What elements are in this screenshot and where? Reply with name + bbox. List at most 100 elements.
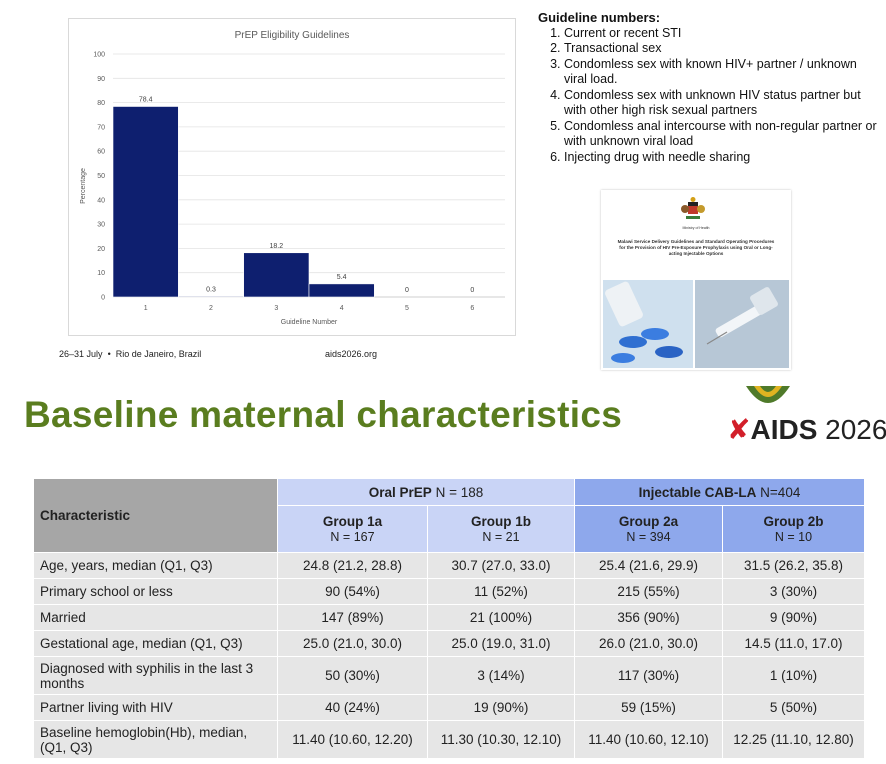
table-cell: 30.7 (27.0, 33.0) bbox=[427, 552, 575, 579]
table-cell: 25.0 (21.0, 30.0) bbox=[277, 630, 428, 657]
group-name: Group 1b bbox=[471, 513, 531, 529]
injectable-header: Injectable CAB-LA N=404 bbox=[574, 478, 865, 506]
event-website[interactable]: aids2026.org bbox=[325, 349, 378, 359]
oral-prep-name: Oral PrEP bbox=[368, 484, 432, 500]
table-cell: 12.25 (11.10, 12.80) bbox=[722, 720, 865, 759]
x-tick-label: 1 bbox=[144, 305, 148, 312]
y-tick-label: 40 bbox=[97, 197, 105, 204]
table-cell: 9 (90%) bbox=[722, 604, 865, 631]
baseline-characteristics-table: Characteristic Oral PrEP N = 188 Injecta… bbox=[33, 478, 865, 759]
table-cell: 40 (24%) bbox=[277, 694, 428, 721]
table-row: Age, years, median (Q1, Q3) 24.8 (21.2, … bbox=[33, 552, 865, 579]
guideline-item: Condomless anal intercourse with non-reg… bbox=[564, 119, 878, 150]
ribbon-icon: ✘ bbox=[727, 414, 751, 445]
group-header-2a: Group 2a N = 394 bbox=[574, 505, 723, 553]
group-count: N = 167 bbox=[330, 529, 375, 544]
group-name: Group 1a bbox=[322, 513, 383, 529]
group-count: N = 394 bbox=[626, 529, 671, 544]
table-cell: 24.8 (21.2, 28.8) bbox=[277, 552, 428, 579]
group-count: N = 10 bbox=[774, 529, 813, 544]
bullet: • bbox=[107, 349, 111, 359]
table-cell: 19 (90%) bbox=[427, 694, 575, 721]
x-tick-label: 4 bbox=[340, 305, 344, 312]
data-label: 0 bbox=[470, 287, 474, 294]
row-label: Married bbox=[33, 604, 278, 631]
bar bbox=[308, 283, 375, 298]
logo-year: 2026 bbox=[825, 414, 886, 445]
oral-prep-n: N = 188 bbox=[435, 484, 484, 500]
table-cell: 11 (52%) bbox=[427, 578, 575, 605]
table-cell: 1 (10%) bbox=[722, 656, 865, 695]
guideline-item: Transactional sex bbox=[564, 41, 878, 57]
x-axis-label: Guideline Number bbox=[281, 319, 338, 326]
group-name: Group 2a bbox=[618, 513, 679, 529]
table-cell: 356 (90%) bbox=[574, 604, 723, 631]
table-cell: 11.30 (10.30, 12.10) bbox=[427, 720, 575, 759]
bar bbox=[178, 295, 244, 298]
table-row: Married 147 (89%) 21 (100%) 356 (90%) 9 … bbox=[33, 604, 865, 631]
table-cell: 50 (30%) bbox=[277, 656, 428, 695]
injectable-n: N=404 bbox=[760, 484, 801, 500]
y-tick-label: 90 bbox=[97, 76, 105, 83]
table-cell: 11.40 (10.60, 12.20) bbox=[277, 720, 428, 759]
event-dates: 26–31 July bbox=[59, 349, 103, 359]
chart-title: PrEP Eligibility Guidelines bbox=[235, 30, 350, 41]
group-header-1a: Group 1a N = 167 bbox=[277, 505, 428, 553]
guideline-title: Guideline numbers: bbox=[538, 10, 661, 25]
eligibility-chart: PrEP Eligibility Guidelines 0 10 20 30 40 50 6… bbox=[68, 18, 516, 336]
bar bbox=[112, 106, 179, 298]
group-header-1b: Group 1b N = 21 bbox=[427, 505, 575, 553]
data-label: 5.4 bbox=[337, 274, 347, 281]
table-cell: 21 (100%) bbox=[427, 604, 575, 631]
table-cell: 3 (14%) bbox=[427, 656, 575, 695]
cover-title: Malawi Service Delivery Guidelines and S… bbox=[617, 239, 775, 256]
table-cell: 5 (50%) bbox=[722, 694, 865, 721]
guideline-item: Injecting drug with needle sharing bbox=[564, 150, 878, 166]
table-cell: 215 (55%) bbox=[574, 578, 723, 605]
data-label: 18.2 bbox=[270, 243, 284, 250]
y-tick-label: 70 bbox=[97, 124, 105, 131]
row-label: Partner living with HIV bbox=[33, 694, 278, 721]
guidelines-cover: Ministry of Health Malawi Service Delive… bbox=[601, 190, 791, 370]
y-tick-label: 100 bbox=[93, 52, 105, 59]
row-label: Age, years, median (Q1, Q3) bbox=[33, 552, 278, 579]
table-cell: 14.5 (11.0, 17.0) bbox=[722, 630, 865, 657]
table-cell: 147 (89%) bbox=[277, 604, 428, 631]
aids-2026-logo: ✘AIDS 2026 bbox=[727, 413, 886, 446]
y-axis-label: Percentage bbox=[80, 168, 87, 204]
logo-brand: AIDS bbox=[750, 414, 818, 445]
row-label: Baseline hemoglobin(Hb), median, (Q1, Q3… bbox=[33, 720, 278, 759]
data-label: 78.4 bbox=[139, 96, 153, 103]
emblem-icon bbox=[746, 386, 790, 403]
table-cell: 117 (30%) bbox=[574, 656, 723, 695]
page-title: Baseline maternal characteristics bbox=[24, 394, 623, 435]
table-cell: 31.5 (26.2, 35.8) bbox=[722, 552, 865, 579]
row-label: Primary school or less bbox=[33, 578, 278, 605]
x-tick-label: 6 bbox=[470, 305, 474, 312]
injectable-name: Injectable CAB-LA bbox=[638, 484, 757, 500]
characteristic-header: Characteristic bbox=[33, 478, 278, 553]
event-location: Rio de Janeiro, Brazil bbox=[115, 349, 202, 359]
table-cell: 90 (54%) bbox=[277, 578, 428, 605]
y-tick-label: 50 bbox=[97, 173, 105, 180]
pills-and-syringe-image bbox=[603, 280, 789, 368]
table-cell: 3 (30%) bbox=[722, 578, 865, 605]
table-row: Primary school or less 90 (54%) 11 (52%)… bbox=[33, 578, 865, 605]
guideline-list: Guideline numbers: Current or recent STI… bbox=[538, 10, 878, 165]
y-tick-label: 60 bbox=[97, 149, 105, 156]
bar bbox=[243, 252, 310, 298]
table-cell: 11.40 (10.60, 12.10) bbox=[574, 720, 723, 759]
table-row: Diagnosed with syphilis in the last 3 mo… bbox=[33, 656, 865, 695]
y-tick-label: 30 bbox=[97, 222, 105, 229]
group-count: N = 21 bbox=[482, 529, 520, 544]
data-label: 0 bbox=[405, 287, 409, 294]
table-cell: 25.4 (21.6, 29.9) bbox=[574, 552, 723, 579]
guideline-item: Condomless sex with unknown HIV status p… bbox=[564, 88, 878, 119]
y-tick-label: 10 bbox=[97, 270, 105, 277]
table-cell: 26.0 (21.0, 30.0) bbox=[574, 630, 723, 657]
guideline-item: Current or recent STI bbox=[564, 26, 878, 42]
guideline-item: Condomless sex with known HIV+ partner /… bbox=[564, 57, 878, 88]
cover-ministry: Ministry of Health bbox=[682, 226, 710, 230]
table-row: Partner living with HIV 40 (24%) 19 (90%… bbox=[33, 694, 865, 721]
chart-svg: PrEP Eligibility Guidelines 010203040506… bbox=[80, 30, 505, 326]
